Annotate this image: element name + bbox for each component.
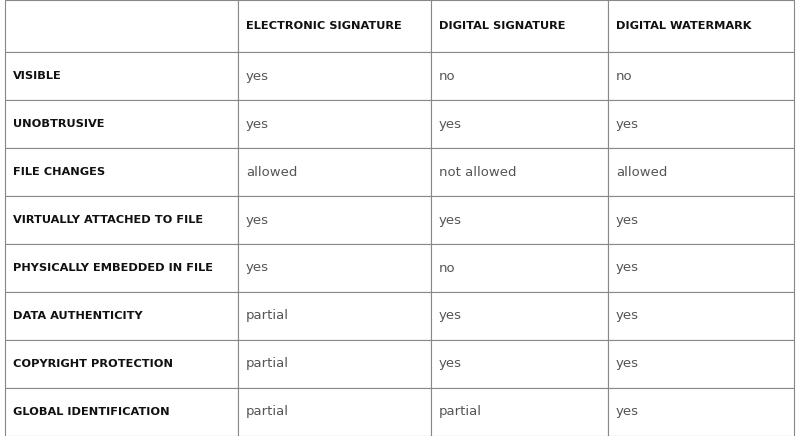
Text: FILE CHANGES: FILE CHANGES bbox=[13, 167, 105, 177]
Text: yes: yes bbox=[616, 405, 639, 419]
Text: yes: yes bbox=[439, 117, 462, 130]
Text: no: no bbox=[439, 69, 455, 82]
Text: allowed: allowed bbox=[616, 166, 667, 178]
Text: yes: yes bbox=[616, 262, 639, 275]
Bar bbox=[5, 100, 238, 148]
Text: yes: yes bbox=[616, 358, 639, 371]
Bar bbox=[5, 148, 238, 196]
Bar bbox=[608, 196, 794, 244]
Bar bbox=[608, 388, 794, 436]
Text: partial: partial bbox=[246, 358, 289, 371]
Bar bbox=[5, 196, 238, 244]
Bar bbox=[5, 0, 238, 52]
Text: DIGITAL WATERMARK: DIGITAL WATERMARK bbox=[616, 21, 752, 31]
Bar bbox=[431, 244, 608, 292]
Bar bbox=[238, 100, 431, 148]
Text: VIRTUALLY ATTACHED TO FILE: VIRTUALLY ATTACHED TO FILE bbox=[13, 215, 203, 225]
Text: UNOBTRUSIVE: UNOBTRUSIVE bbox=[13, 119, 105, 129]
Text: partial: partial bbox=[439, 405, 482, 419]
Bar bbox=[608, 340, 794, 388]
Bar bbox=[431, 292, 608, 340]
Bar bbox=[5, 340, 238, 388]
Bar bbox=[431, 0, 608, 52]
Text: no: no bbox=[616, 69, 633, 82]
Text: yes: yes bbox=[616, 214, 639, 226]
Bar bbox=[608, 52, 794, 100]
Text: DATA AUTHENTICITY: DATA AUTHENTICITY bbox=[13, 311, 143, 321]
Text: COPYRIGHT PROTECTION: COPYRIGHT PROTECTION bbox=[13, 359, 173, 369]
Bar bbox=[238, 388, 431, 436]
Text: ELECTRONIC SIGNATURE: ELECTRONIC SIGNATURE bbox=[246, 21, 402, 31]
Text: yes: yes bbox=[246, 262, 269, 275]
Bar bbox=[238, 340, 431, 388]
Bar bbox=[431, 196, 608, 244]
Text: yes: yes bbox=[246, 117, 269, 130]
Text: partial: partial bbox=[246, 405, 289, 419]
Bar bbox=[608, 148, 794, 196]
Bar bbox=[5, 52, 238, 100]
Bar bbox=[608, 244, 794, 292]
Bar bbox=[431, 148, 608, 196]
Bar bbox=[238, 244, 431, 292]
Text: yes: yes bbox=[439, 310, 462, 323]
Text: yes: yes bbox=[616, 117, 639, 130]
Text: yes: yes bbox=[439, 214, 462, 226]
Bar bbox=[431, 100, 608, 148]
Bar bbox=[238, 292, 431, 340]
Text: DIGITAL SIGNATURE: DIGITAL SIGNATURE bbox=[439, 21, 566, 31]
Bar bbox=[431, 52, 608, 100]
Bar bbox=[238, 148, 431, 196]
Text: not allowed: not allowed bbox=[439, 166, 516, 178]
Text: GLOBAL IDENTIFICATION: GLOBAL IDENTIFICATION bbox=[13, 407, 169, 417]
Bar bbox=[5, 244, 238, 292]
Bar bbox=[608, 0, 794, 52]
Bar bbox=[608, 292, 794, 340]
Bar bbox=[5, 388, 238, 436]
Bar bbox=[238, 196, 431, 244]
Text: no: no bbox=[439, 262, 455, 275]
Bar bbox=[5, 292, 238, 340]
Bar bbox=[431, 340, 608, 388]
Text: PHYSICALLY EMBEDDED IN FILE: PHYSICALLY EMBEDDED IN FILE bbox=[13, 263, 213, 273]
Bar bbox=[431, 388, 608, 436]
Text: yes: yes bbox=[439, 358, 462, 371]
Text: VISIBLE: VISIBLE bbox=[13, 71, 62, 81]
Bar bbox=[238, 0, 431, 52]
Bar bbox=[608, 100, 794, 148]
Text: yes: yes bbox=[246, 214, 269, 226]
Text: allowed: allowed bbox=[246, 166, 297, 178]
Text: partial: partial bbox=[246, 310, 289, 323]
Text: yes: yes bbox=[246, 69, 269, 82]
Text: yes: yes bbox=[616, 310, 639, 323]
Bar bbox=[238, 52, 431, 100]
